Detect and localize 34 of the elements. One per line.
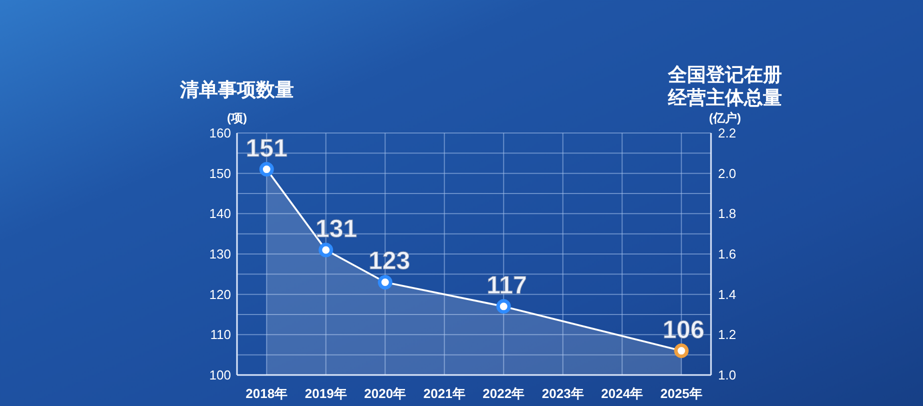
y-tick-label: 130 [209,246,231,262]
x-tick-label: 2024年 [601,386,644,401]
y-tick-label: 140 [209,206,231,222]
y2-tick-label: 1.2 [718,327,736,342]
y2-tick-label: 1.8 [718,206,736,222]
y2-tick-label: 1.6 [718,246,736,262]
y-axis-title: 清单事项数量 (项) [179,79,294,125]
point [496,299,511,314]
y2-axis-title: 全国登记在册经营主体总量 (亿户) [667,64,782,125]
y2-tick-label: 2.2 [718,126,736,141]
point [259,162,274,177]
x-tick-label: 2019年 [304,386,347,401]
point [674,344,689,358]
point [378,274,392,290]
data-label: 131 [316,214,358,243]
y2-tick-label: 1.0 [718,368,736,383]
x-tick-label: 2021年 [423,386,466,401]
y-tick-label: 160 [209,126,231,141]
x-tick-label: 2025年 [660,386,702,401]
y-tick-label: 120 [209,286,231,302]
data-label: 106 [662,316,704,344]
y-tick-label: 110 [210,327,231,342]
x-tick-label: 2018年 [246,386,288,401]
y-tick-label: 150 [209,166,231,181]
x-tick-label: 2020年 [364,386,406,401]
y-tick-label: 100 [209,368,231,383]
data-label: 151 [246,134,288,162]
y2-tick-label: 2.0 [718,166,736,181]
data-label: 123 [368,247,410,276]
x-tick-label: 2022年 [482,386,525,401]
y2-tick-label: 1.4 [718,286,736,302]
point [318,242,334,258]
x-tick-label: 2023年 [542,386,584,401]
data-label: 117 [486,271,527,300]
